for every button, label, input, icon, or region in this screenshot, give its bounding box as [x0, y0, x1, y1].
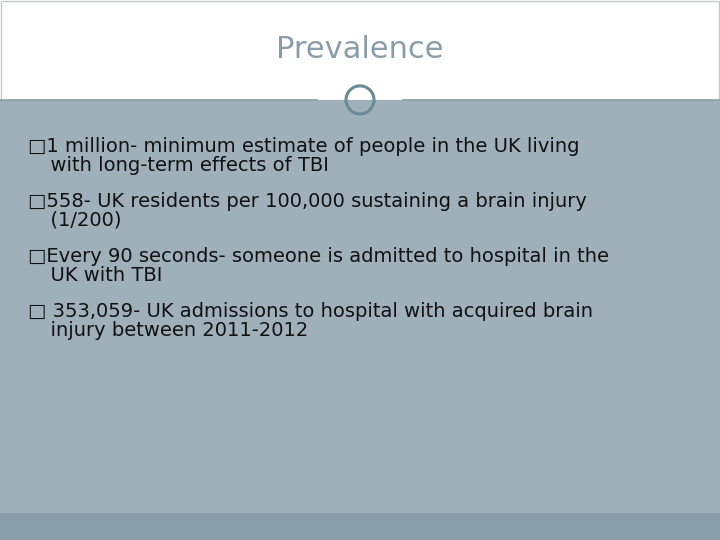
- Text: UK with TBI: UK with TBI: [38, 266, 163, 285]
- FancyBboxPatch shape: [1, 1, 719, 100]
- Text: □558- UK residents per 100,000 sustaining a brain injury: □558- UK residents per 100,000 sustainin…: [28, 192, 587, 211]
- Text: (1/200): (1/200): [38, 211, 122, 230]
- Text: injury between 2011-2012: injury between 2011-2012: [38, 321, 308, 340]
- FancyBboxPatch shape: [0, 100, 720, 513]
- Text: Prevalence: Prevalence: [276, 36, 444, 64]
- Text: □ 353,059- UK admissions to hospital with acquired brain: □ 353,059- UK admissions to hospital wit…: [28, 302, 593, 321]
- Text: □1 million- minimum estimate of people in the UK living: □1 million- minimum estimate of people i…: [28, 137, 580, 156]
- Text: □Every 90 seconds- someone is admitted to hospital in the: □Every 90 seconds- someone is admitted t…: [28, 247, 609, 266]
- FancyBboxPatch shape: [0, 513, 720, 540]
- Text: with long-term effects of TBI: with long-term effects of TBI: [38, 156, 329, 175]
